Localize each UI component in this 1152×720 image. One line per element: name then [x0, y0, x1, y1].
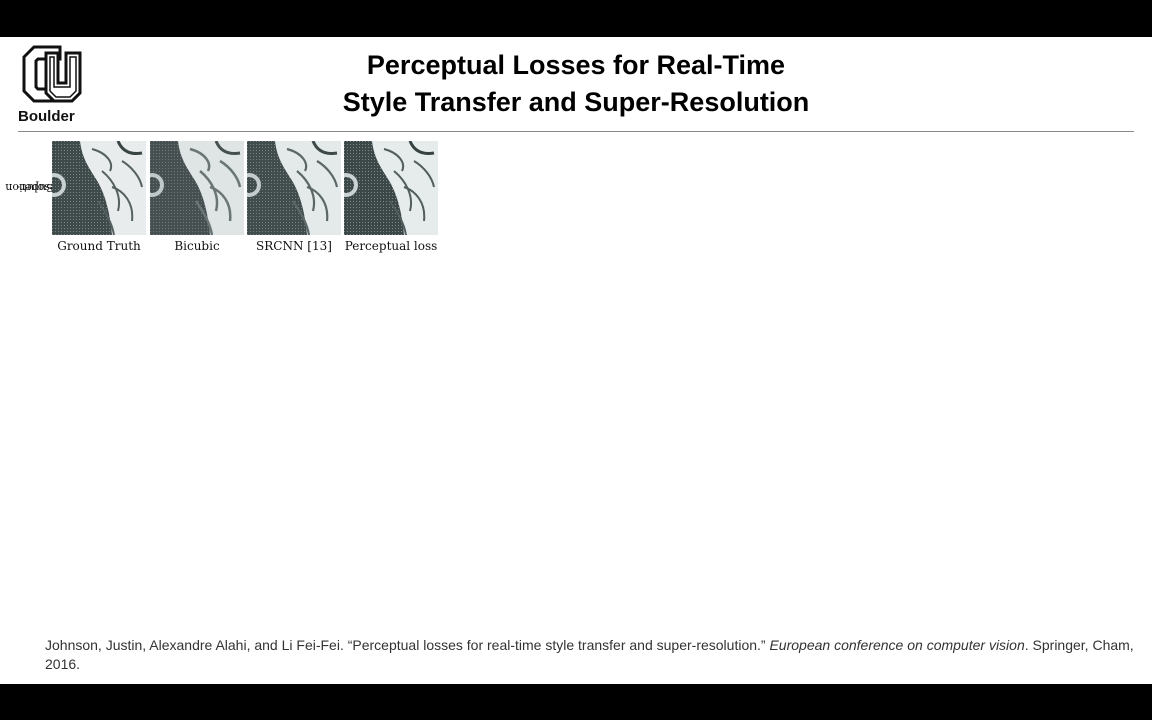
title-line-2: Style Transfer and Super-Resolution	[342, 87, 810, 117]
perceptual-loss-image	[344, 141, 438, 235]
caption-perceptual-loss: Perceptual loss	[344, 239, 438, 253]
slide-title: Perceptual Losses for Real-Time Style Tr…	[200, 47, 952, 121]
slide: Boulder Perceptual Losses for Real-Time …	[0, 37, 1152, 684]
citation: Johnson, Justin, Alexandre Alahi, and Li…	[45, 636, 1135, 674]
logo-label: Boulder	[18, 108, 75, 125]
image-panel-srcnn	[247, 141, 341, 235]
super-resolution-figure: Super- Resolution Ground Truth	[5, 141, 448, 261]
citation-authors-title: Johnson, Justin, Alexandre Alahi, and Li…	[45, 637, 770, 653]
cu-logo-icon	[22, 45, 82, 103]
image-panel-bicubic	[150, 141, 244, 235]
citation-publisher: . Springer, Cham, 2016.	[45, 637, 1134, 672]
image-panel-ground-truth	[52, 141, 146, 235]
title-line-1: Perceptual Losses for Real-Time	[366, 50, 786, 80]
citation-venue: European conference on computer vision	[769, 637, 1025, 653]
srcnn-image	[247, 141, 341, 235]
bicubic-image	[150, 141, 244, 235]
caption-srcnn: SRCNN [13]	[256, 239, 332, 253]
caption-bicubic: Bicubic	[174, 239, 220, 253]
image-panel-perceptual-loss	[344, 141, 438, 235]
ground-truth-image	[52, 141, 146, 235]
university-logo: Boulder	[18, 43, 86, 125]
caption-ground-truth: Ground Truth	[57, 239, 141, 253]
row-label: Super- Resolution	[5, 141, 64, 233]
title-divider	[18, 131, 1134, 132]
